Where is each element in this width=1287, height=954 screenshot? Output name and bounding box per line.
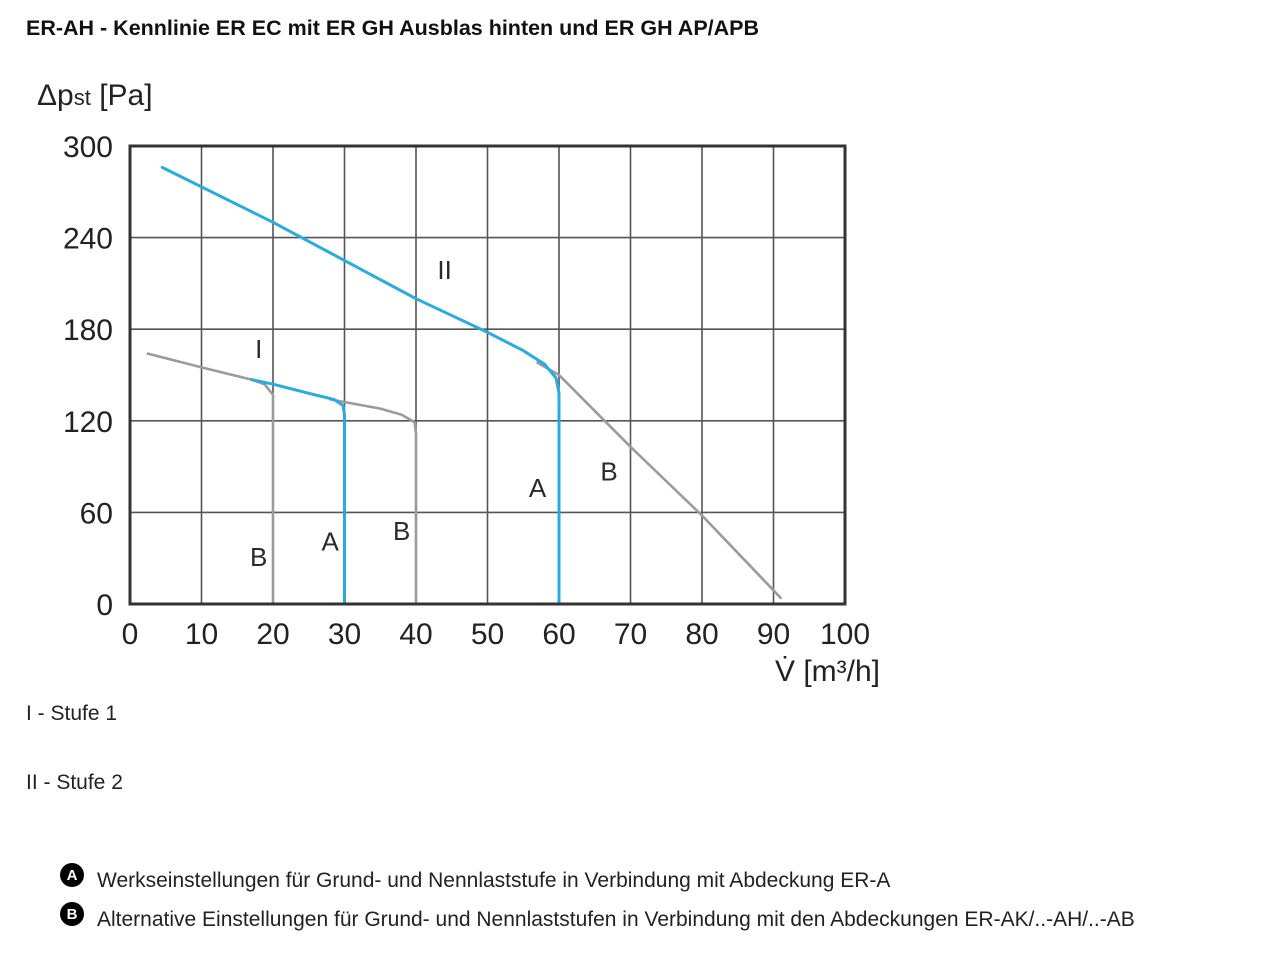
curve-label-b: B (393, 516, 410, 546)
y-axis-title-sub: st (74, 85, 91, 110)
legend-stufe-2: II - Stufe 2 (26, 771, 123, 794)
x-tick-label: 10 (185, 618, 218, 651)
series-line-i-a (250, 378, 346, 606)
curve-label-b: B (600, 456, 617, 486)
y-tick-label: 0 (96, 589, 113, 622)
x-tick-label: 30 (328, 618, 361, 651)
x-tick-label: 40 (399, 618, 432, 651)
x-tick-label: 60 (542, 618, 575, 651)
y-tick-label: 240 (63, 223, 113, 256)
curve-label-a: A (529, 473, 547, 503)
y-axis-title-unit: [Pa] (91, 79, 153, 112)
x-tick-label: 80 (685, 618, 718, 651)
note-text-a: Werkseinstellungen für Grund- und Nennla… (97, 869, 891, 892)
y-tick-label: 60 (80, 497, 113, 530)
curve-label-a: A (322, 527, 340, 557)
note-badge-b: B (60, 902, 84, 926)
tick-labels: 0 10 20 30 40 50 60 70 80 90 100 0 60 120 180 240 300 (63, 131, 870, 651)
x-tick-label: 20 (256, 618, 289, 651)
y-tick-label: 120 (63, 406, 113, 439)
pressure-flow-chart: Δpst [Pa] 0 10 20 30 40 50 60 70 80 90 100 0 60 120 18… (37, 79, 880, 688)
series-lines (146, 165, 782, 606)
x-axis-title: V̇ [m³/h] (775, 655, 880, 688)
page-title: ER-AH - Kennlinie ER EC mit ER GH Ausbla… (26, 16, 760, 40)
y-tick-label: 180 (63, 314, 113, 347)
series-line-ii-b (536, 361, 782, 600)
x-tick-label: 90 (757, 618, 790, 651)
x-tick-label: 0 (122, 618, 139, 651)
series-line-ii-b (328, 398, 418, 606)
series-line-ii-a (160, 165, 561, 606)
y-tick-label: 300 (63, 131, 113, 164)
note-row-a: A Werkseinstellungen für Grund- und Nenn… (60, 863, 891, 893)
y-axis-title: Δpst [Pa] (37, 79, 153, 112)
x-tick-label: 50 (471, 618, 504, 651)
x-tick-label: 70 (614, 618, 647, 651)
legend-stufe-1: I - Stufe 1 (26, 702, 118, 725)
curve-label-b: B (250, 542, 267, 572)
curve-label-i: I (255, 334, 262, 364)
y-axis-title-main: Δp (37, 79, 74, 112)
note-row-b: B Alternative Einstellungen für Grund- u… (60, 902, 1135, 932)
plot-frame (128, 144, 847, 606)
x-tick-label: 100 (820, 618, 870, 651)
note-text-b: Alternative Einstellungen für Grund- und… (97, 908, 1135, 931)
curve-label-ii: II (437, 255, 451, 285)
note-badge-a: A (60, 863, 84, 887)
